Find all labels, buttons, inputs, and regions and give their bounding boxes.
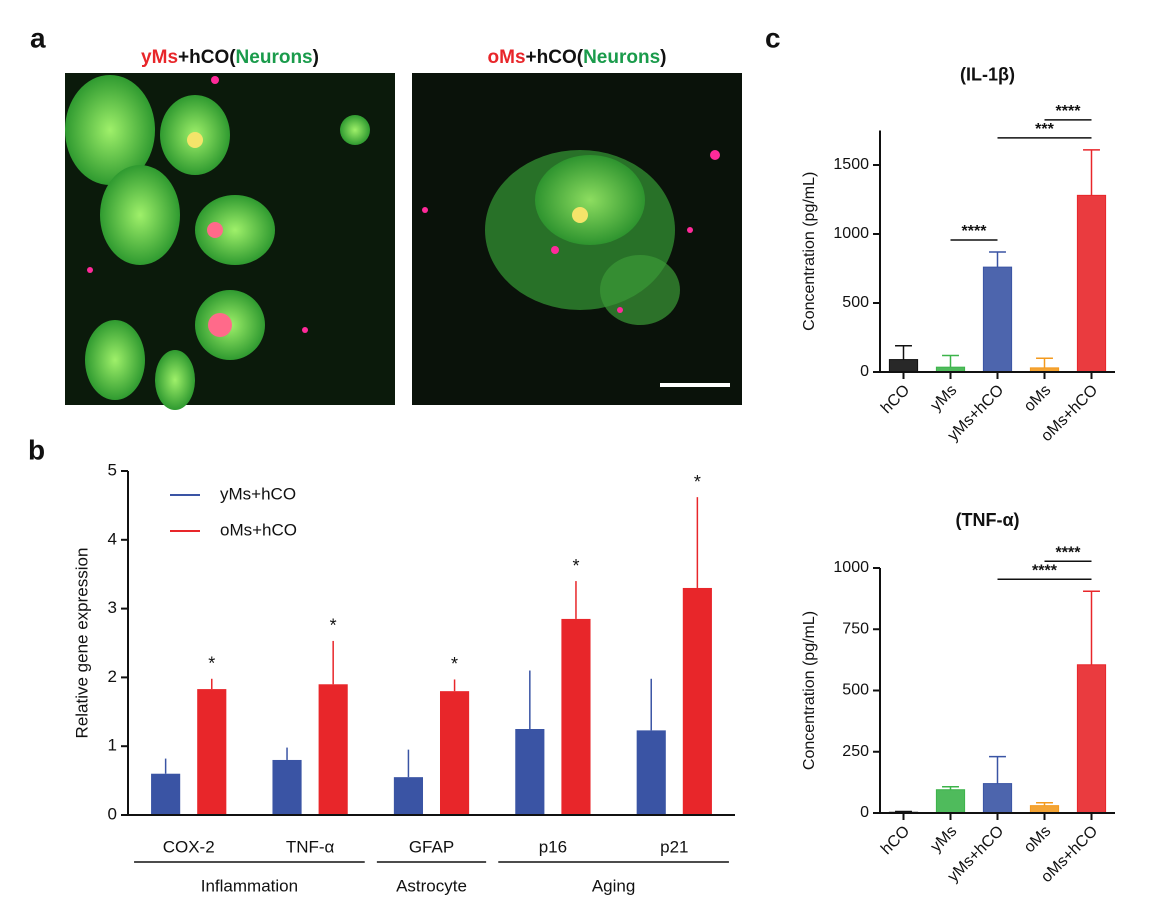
x-tick-label: p16 — [539, 837, 567, 856]
x-tick-label: oMs — [1021, 823, 1054, 856]
x-tick-label: yMs — [928, 823, 961, 856]
x-tick-label: GFAP — [409, 837, 454, 856]
significance: * — [451, 654, 458, 674]
micrograph — [65, 73, 395, 410]
y-tick-label: 1 — [108, 736, 117, 755]
y-tick-label: 1000 — [833, 225, 869, 242]
bar — [561, 618, 591, 815]
y-axis-title: Concentration (pg/mL) — [801, 611, 818, 770]
y-tick-label: 5 — [108, 460, 117, 479]
chart-title: (TNF-α) — [955, 510, 1019, 530]
y-tick-label: 500 — [842, 294, 869, 311]
bar — [439, 691, 470, 815]
significance: * — [572, 556, 579, 576]
y-tick-label: 750 — [842, 620, 869, 637]
bar — [1076, 664, 1107, 814]
panel-label: c — [765, 22, 781, 53]
legend-label: oMs+hCO — [220, 520, 297, 539]
bar — [982, 783, 1013, 814]
significance: * — [694, 472, 701, 492]
title-part: oMs — [488, 47, 526, 68]
x-tick-label: p21 — [660, 837, 688, 856]
comparison-label: **** — [1056, 544, 1082, 561]
y-tick-label: 0 — [860, 363, 869, 380]
comparison-label: *** — [1035, 121, 1054, 138]
title-part: yMs — [141, 47, 178, 68]
group-label: Aging — [592, 876, 635, 895]
bar — [1029, 805, 1060, 814]
significance: * — [208, 654, 215, 674]
y-axis-title: Relative gene expression — [72, 548, 91, 739]
bar — [888, 359, 919, 373]
bar — [272, 759, 302, 815]
title-part: ) — [313, 47, 319, 68]
image-title: yMs+hCO(Neurons) — [141, 47, 319, 68]
bar — [982, 266, 1013, 373]
y-tick-label: 4 — [108, 529, 117, 548]
bar — [197, 689, 227, 815]
comparison-label: **** — [962, 223, 988, 240]
x-tick-label: COX-2 — [163, 837, 215, 856]
bar — [515, 729, 545, 815]
title-part: +hCO( — [178, 47, 236, 68]
title-part: ) — [660, 47, 666, 68]
chart-title: (IL-1β) — [960, 64, 1015, 84]
bar — [636, 730, 666, 815]
panel-label: b — [28, 434, 45, 465]
bar — [682, 587, 712, 815]
y-tick-label: 1000 — [833, 559, 869, 576]
x-tick-label: yMs — [928, 382, 961, 415]
legend-label: yMs+hCO — [220, 484, 296, 503]
group-label: Astrocyte — [396, 876, 467, 895]
group-label: Inflammation — [201, 876, 298, 895]
comparison-label: **** — [1056, 103, 1082, 120]
y-axis-title: Concentration (pg/mL) — [801, 172, 818, 331]
significance: * — [330, 616, 337, 636]
x-tick-label: oMs — [1021, 382, 1054, 415]
bar — [1076, 194, 1107, 373]
comparison-label: **** — [1032, 562, 1058, 579]
panel-label: a — [30, 22, 46, 53]
x-tick-label: hCO — [878, 382, 913, 417]
y-tick-label: 0 — [860, 804, 869, 821]
bar — [318, 684, 348, 815]
micrograph — [412, 73, 742, 405]
y-tick-label: 250 — [842, 743, 869, 760]
x-tick-label: TNF-α — [286, 837, 335, 856]
y-tick-label: 3 — [108, 598, 117, 617]
image-title: oMs+hCO(Neurons) — [488, 47, 667, 68]
title-part: Neurons — [236, 47, 313, 68]
bar — [151, 773, 181, 815]
y-tick-label: 500 — [842, 682, 869, 699]
x-tick-label: hCO — [878, 823, 913, 858]
title-part: Neurons — [583, 47, 660, 68]
bar — [393, 777, 424, 815]
y-tick-label: 1500 — [833, 156, 869, 173]
title-part: +hCO( — [526, 47, 584, 68]
bar — [935, 789, 966, 814]
y-tick-label: 0 — [108, 804, 117, 823]
y-tick-label: 2 — [108, 667, 117, 686]
